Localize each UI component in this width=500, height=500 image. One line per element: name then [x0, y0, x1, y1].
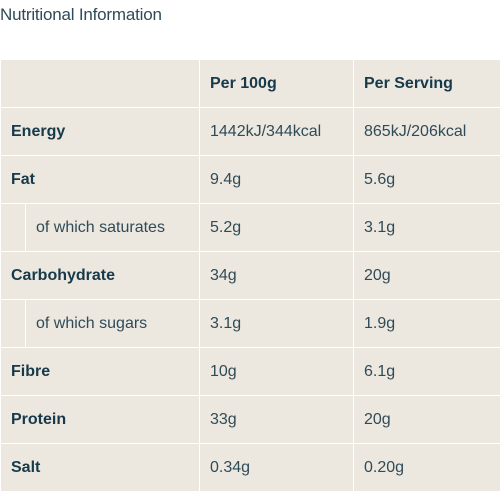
column-header-nutrient	[0, 59, 200, 108]
per-100g-value: 0.34g	[199, 443, 354, 492]
row-label: Protein	[0, 395, 200, 444]
column-header-per-100g: Per 100g	[199, 59, 354, 108]
per-serving-value: 1.9g	[353, 299, 500, 348]
per-100g-value: 3.1g	[199, 299, 354, 348]
table-row-protein: Protein 33g 20g	[0, 395, 500, 444]
section-heading: Nutritional Information	[0, 5, 162, 24]
row-label: Fat	[0, 155, 200, 204]
row-label: Fibre	[0, 347, 200, 396]
table-row-salt: Salt 0.34g 0.20g	[0, 443, 500, 492]
per-serving-value: 6.1g	[353, 347, 500, 396]
row-label: Salt	[0, 443, 200, 492]
per-100g-value: 5.2g	[199, 203, 354, 252]
per-100g-value: 33g	[199, 395, 354, 444]
table-row-saturates: of which saturates 5.2g 3.1g	[0, 203, 500, 252]
indent-spacer	[2, 204, 26, 251]
per-serving-value: 865kJ/206kcal	[353, 107, 500, 156]
per-100g-value: 34g	[199, 251, 354, 300]
per-serving-value: 20g	[353, 251, 500, 300]
row-label-cell: of which saturates	[0, 203, 200, 252]
per-100g-value: 1442kJ/344kcal	[199, 107, 354, 156]
row-label: Energy	[0, 107, 200, 156]
per-serving-value: 5.6g	[353, 155, 500, 204]
per-serving-value: 0.20g	[353, 443, 500, 492]
per-serving-value: 3.1g	[353, 203, 500, 252]
per-100g-value: 9.4g	[199, 155, 354, 204]
table-row-carbohydrate: Carbohydrate 34g 20g	[0, 251, 500, 300]
column-header-per-serving: Per Serving	[353, 59, 500, 108]
row-label: of which saturates	[36, 218, 165, 236]
per-serving-value: 20g	[353, 395, 500, 444]
row-label: of which sugars	[36, 314, 148, 332]
nutrition-table: Per 100g Per Serving Energy 1442kJ/344kc…	[0, 59, 500, 492]
table-header-row: Per 100g Per Serving	[0, 59, 500, 108]
table-row-fibre: Fibre 10g 6.1g	[0, 347, 500, 396]
per-100g-value: 10g	[199, 347, 354, 396]
indent-spacer	[2, 300, 26, 347]
table-row-sugars: of which sugars 3.1g 1.9g	[0, 299, 500, 348]
table-row-energy: Energy 1442kJ/344kcal 865kJ/206kcal	[0, 107, 500, 156]
table-row-fat: Fat 9.4g 5.6g	[0, 155, 500, 204]
row-label: Carbohydrate	[0, 251, 200, 300]
row-label-cell: of which sugars	[0, 299, 200, 348]
